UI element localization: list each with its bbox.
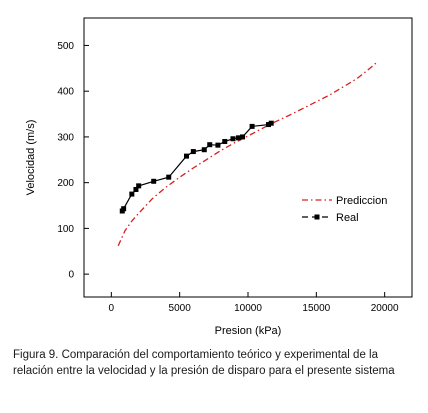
series-real-point [166, 174, 172, 180]
series-real-point [136, 183, 142, 189]
y-tick-label: 500 [57, 41, 74, 52]
series-prediccion-line [117, 61, 379, 247]
x-tick-label: 10000 [234, 303, 262, 314]
axes: 0 5000 10000 15000 20000 0 100 200 300 400 500 [57, 17, 413, 314]
series-real-point [121, 206, 127, 212]
series-real-point [184, 153, 189, 159]
y-tick-label: 400 [57, 87, 74, 98]
series-real-point [133, 187, 139, 193]
series-real-line [121, 122, 272, 212]
series-real-point [268, 120, 274, 126]
y-tick-label: 300 [57, 132, 74, 143]
y-tick-label: 0 [68, 270, 74, 281]
series-real-point [190, 149, 196, 155]
x-tick-label: 15000 [302, 303, 330, 314]
y-tick-label: 200 [57, 178, 74, 189]
series-real-point [151, 178, 157, 184]
series-real-point [201, 147, 207, 153]
x-tick-label: 5000 [169, 303, 192, 314]
x-tick-label: 0 [109, 303, 115, 314]
plot-area [117, 61, 379, 247]
plot-frame [83, 17, 413, 298]
legend-real-label: Real [336, 212, 359, 224]
series-real-point [249, 123, 255, 129]
legend-prediccion-label: Prediccion [336, 195, 387, 207]
series-real-point [207, 142, 213, 148]
y-tick-label: 100 [57, 224, 74, 235]
chart: 0 5000 10000 15000 20000 0 100 200 300 400 500 Pre… [25, 17, 413, 337]
series-real-point [215, 142, 221, 148]
series-real-point [266, 122, 271, 128]
x-tick-label: 20000 [371, 303, 399, 314]
series-real-point [240, 134, 246, 140]
x-axis-label: Presion (kPa) [215, 325, 282, 337]
legend-real-marker [314, 214, 320, 220]
series-real-point [235, 135, 241, 141]
series-real-point [129, 191, 135, 197]
series-real-point [230, 136, 236, 142]
y-axis-label: Velocidad (m/s) [25, 120, 37, 196]
figure-caption: Figura 9. Comparación del comportamiento… [13, 349, 395, 377]
legend: Prediccion Real [302, 195, 387, 224]
series-real-point [222, 138, 228, 144]
